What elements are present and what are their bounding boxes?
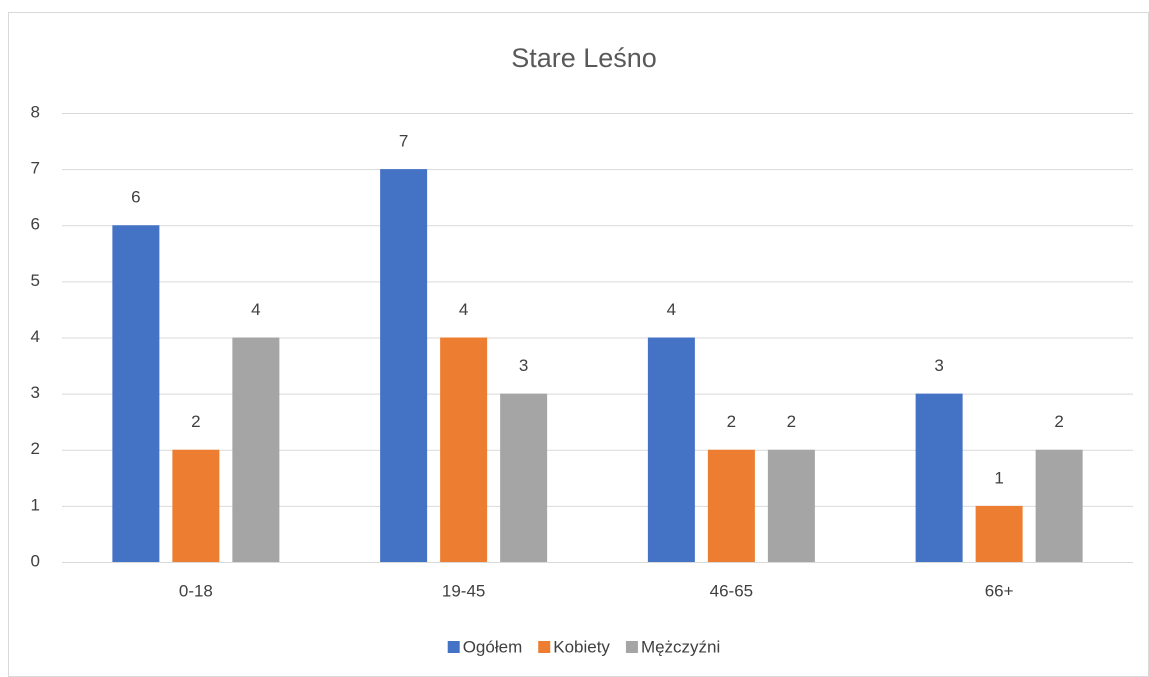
legend-swatch <box>447 641 460 653</box>
legend-label: Kobiety <box>553 637 610 656</box>
y-tick-label: 0 <box>31 551 40 570</box>
bar <box>440 337 488 562</box>
data-label: 7 <box>399 132 408 151</box>
y-tick-label: 1 <box>31 495 40 514</box>
y-tick-label: 3 <box>31 383 40 402</box>
x-tick-label: 46-65 <box>710 581 753 600</box>
y-tick-label: 5 <box>31 271 40 290</box>
data-label: 2 <box>787 412 796 431</box>
data-label: 3 <box>519 356 528 375</box>
bar <box>172 449 220 562</box>
y-tick-label: 6 <box>31 215 40 234</box>
bar <box>915 393 963 562</box>
y-tick-label: 2 <box>31 439 40 458</box>
y-tick-label: 7 <box>31 159 40 178</box>
bar <box>767 449 815 562</box>
data-label: 4 <box>459 300 468 319</box>
data-label: 4 <box>251 300 260 319</box>
bar <box>500 393 548 562</box>
data-label: 6 <box>131 188 140 207</box>
legend-label: Mężczyźni <box>641 637 720 656</box>
bar <box>380 169 428 562</box>
legend-label: Ogółem <box>463 637 523 656</box>
x-tick-label: 19-45 <box>442 581 485 600</box>
y-tick-label: 8 <box>31 102 40 121</box>
data-label: 4 <box>667 300 676 319</box>
chart-title: Stare Leśno <box>511 43 657 73</box>
bar <box>975 505 1023 562</box>
data-label: 1 <box>994 468 1003 487</box>
chart-border <box>8 12 1149 677</box>
y-tick-label: 4 <box>31 327 40 346</box>
data-label: 2 <box>1054 412 1063 431</box>
bar <box>707 449 755 562</box>
data-label: 3 <box>934 356 943 375</box>
bar <box>112 225 160 562</box>
bar <box>232 337 280 562</box>
bar <box>1035 449 1083 562</box>
x-tick-label: 0-18 <box>179 581 213 600</box>
legend-swatch <box>625 641 638 653</box>
data-label: 2 <box>727 412 736 431</box>
x-tick-label: 66+ <box>985 581 1014 600</box>
data-label: 2 <box>191 412 200 431</box>
bar <box>647 337 695 562</box>
legend-swatch <box>538 641 551 653</box>
